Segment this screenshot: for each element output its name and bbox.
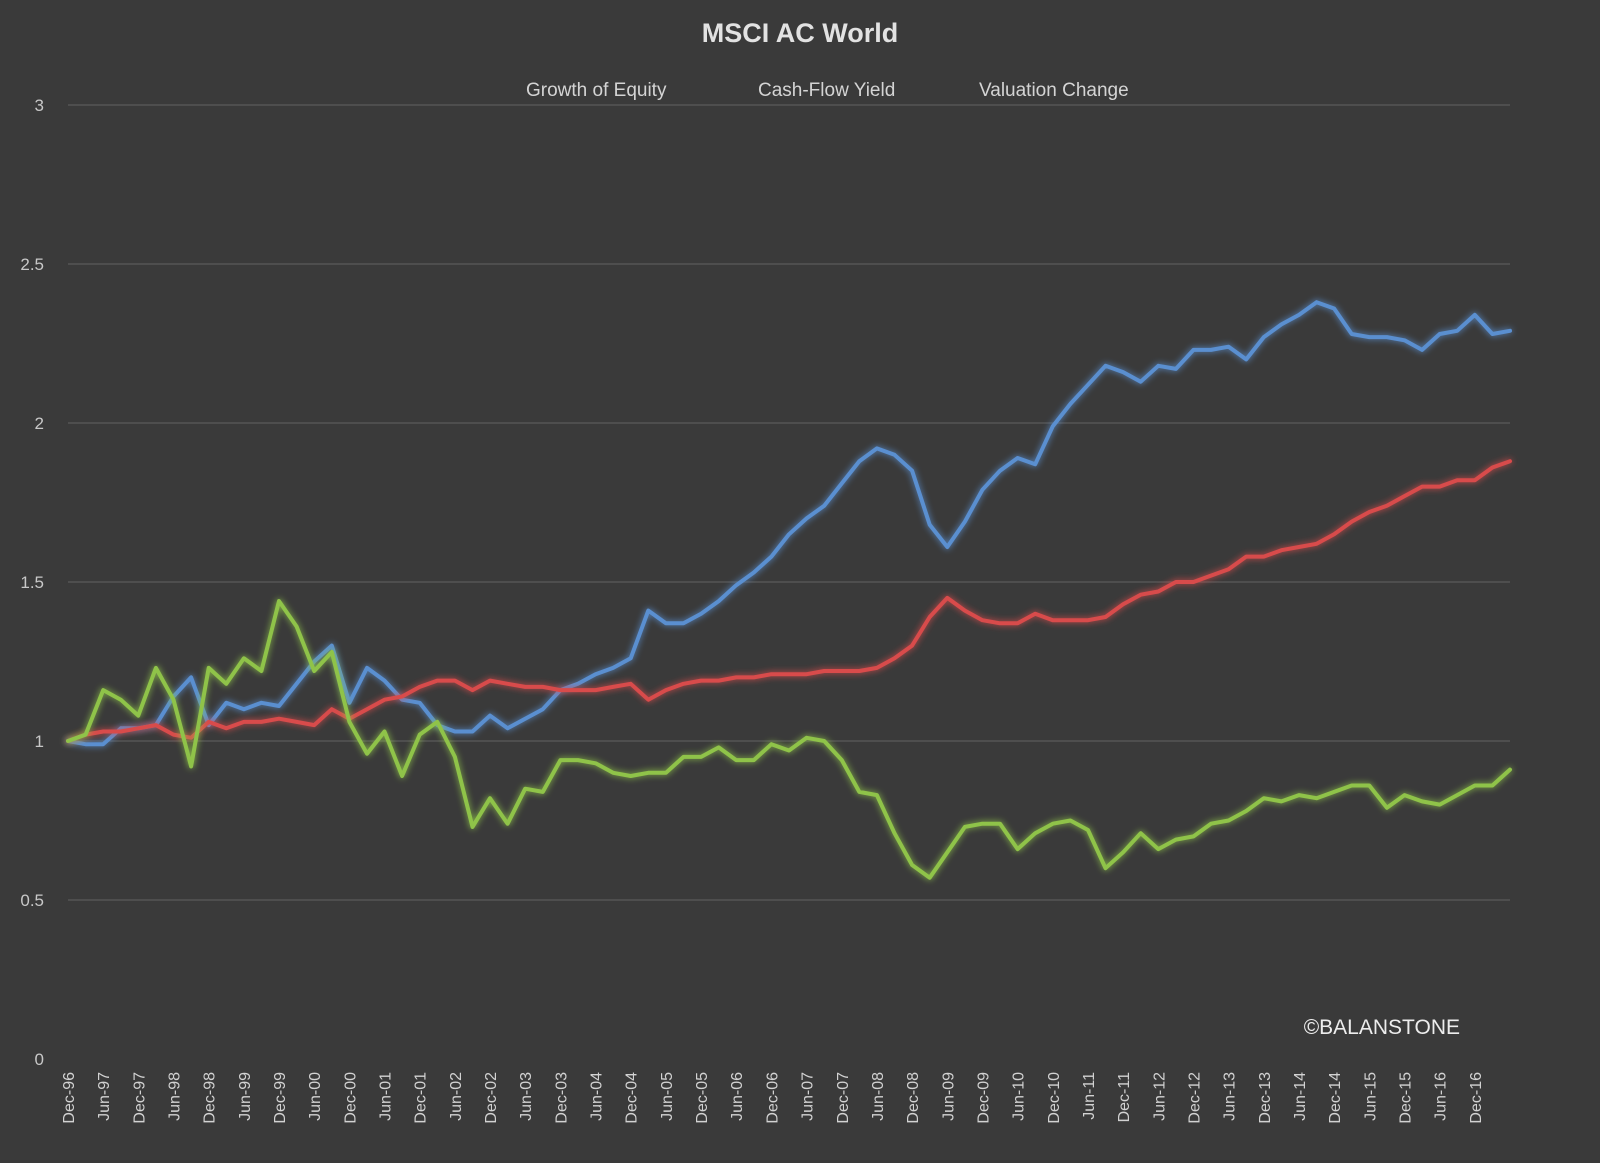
legend-label: Cash-Flow Yield xyxy=(758,80,895,101)
series-line-cash-flow-yield xyxy=(66,459,1512,743)
gridlines xyxy=(68,104,1510,901)
series-line-valuation-change xyxy=(66,599,1512,880)
y-tick-label: 2.5 xyxy=(20,255,44,274)
x-tick-label: Jun-11 xyxy=(1081,1072,1098,1120)
y-tick-label: 1.5 xyxy=(20,573,44,592)
x-tick-label: Jun-12 xyxy=(1151,1072,1168,1121)
x-tick-label: Dec-13 xyxy=(1257,1072,1274,1124)
x-tick-label: Dec-04 xyxy=(624,1072,641,1124)
y-axis: 0 0.5 1 1.5 2 2.5 3 xyxy=(20,96,44,1069)
x-tick-label: Jun-04 xyxy=(589,1072,606,1121)
x-tick-label: Dec-00 xyxy=(342,1072,359,1124)
x-tick-label: Dec-11 xyxy=(1116,1072,1133,1122)
x-tick-label: Dec-05 xyxy=(694,1072,711,1124)
x-tick-label: Jun-09 xyxy=(940,1072,957,1121)
x-tick-label: Dec-15 xyxy=(1397,1072,1414,1124)
x-tick-label: Dec-02 xyxy=(483,1072,500,1124)
series-line-growth-of-equity xyxy=(66,300,1512,747)
x-tick-label: Dec-16 xyxy=(1468,1072,1485,1124)
x-tick-label: Dec-14 xyxy=(1327,1072,1344,1124)
x-tick-label: Dec-09 xyxy=(975,1072,992,1124)
watermark: ©BALANSTONE xyxy=(1304,1016,1460,1039)
x-tick-label: Dec-10 xyxy=(1046,1072,1063,1124)
chart-title: MSCI AC World xyxy=(702,18,899,48)
x-tick-label: Jun-05 xyxy=(659,1072,676,1121)
x-axis: Dec-96 Jun-97 Dec-97 Jun-98 Dec-98 Jun-99 Dec-… xyxy=(61,1072,1485,1124)
legend: Growth of Equity Cash-Flow Yield Valuation… xyxy=(473,80,1129,101)
x-tick-label: Dec-03 xyxy=(553,1072,570,1124)
x-tick-label: Jun-03 xyxy=(518,1072,535,1121)
x-tick-label: Jun-98 xyxy=(167,1072,184,1121)
x-tick-label: Jun-02 xyxy=(448,1072,465,1121)
x-tick-label: Dec-01 xyxy=(413,1072,430,1124)
x-tick-label: Jun-10 xyxy=(1011,1072,1028,1121)
x-tick-label: Jun-08 xyxy=(870,1072,887,1121)
x-tick-label: Dec-99 xyxy=(272,1072,289,1124)
x-tick-label: Jun-07 xyxy=(800,1072,817,1121)
x-tick-label: Dec-96 xyxy=(61,1072,78,1124)
x-tick-label: Jun-06 xyxy=(729,1072,746,1121)
x-tick-label: Jun-13 xyxy=(1222,1072,1239,1121)
y-tick-label: 0 xyxy=(35,1050,44,1069)
x-tick-label: Dec-98 xyxy=(202,1072,219,1124)
plot-area xyxy=(66,300,1512,880)
x-tick-label: Dec-06 xyxy=(764,1072,781,1124)
x-tick-label: Dec-12 xyxy=(1186,1072,1203,1124)
x-tick-label: Jun-16 xyxy=(1433,1072,1450,1121)
legend-label: Growth of Equity xyxy=(526,80,667,101)
x-tick-label: Jun-01 xyxy=(378,1072,395,1121)
x-tick-label: Jun-00 xyxy=(307,1072,324,1121)
y-tick-label: 1 xyxy=(35,732,44,751)
x-tick-label: Jun-97 xyxy=(96,1072,113,1121)
x-tick-label: Dec-07 xyxy=(835,1072,852,1124)
x-tick-label: Jun-15 xyxy=(1362,1072,1379,1121)
x-tick-label: Dec-97 xyxy=(131,1072,148,1124)
x-tick-label: Jun-14 xyxy=(1292,1072,1309,1121)
y-tick-label: 0.5 xyxy=(20,891,44,910)
x-tick-label: Jun-99 xyxy=(237,1072,254,1121)
y-tick-label: 2 xyxy=(35,414,44,433)
y-tick-label: 3 xyxy=(35,96,44,115)
legend-label: Valuation Change xyxy=(979,80,1129,101)
x-tick-label: Dec-08 xyxy=(905,1072,922,1124)
